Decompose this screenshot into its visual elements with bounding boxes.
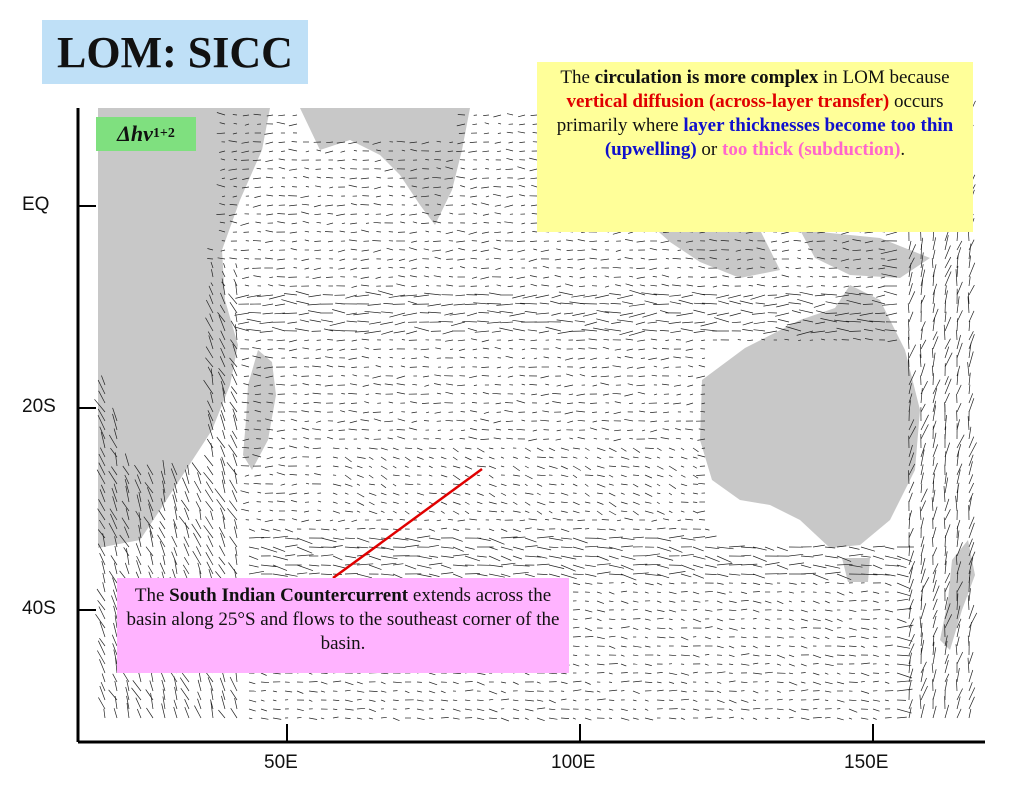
land-africa — [98, 108, 270, 548]
note-upwelling: layer thicknesses become too thin (upwel… — [604, 115, 954, 160]
sicc-text-3: extends across the basin along 25°S and … — [126, 585, 560, 654]
land-new-guinea — [800, 230, 930, 278]
land-australia — [700, 285, 920, 548]
note-text-2: circulation is more complex — [594, 67, 819, 88]
formula-sub: 1+2 — [152, 126, 175, 141]
sicc-pointer-line — [332, 467, 483, 580]
note-subduction: too thick (subduction) — [722, 139, 901, 160]
note-text-9: . — [900, 139, 906, 160]
note-text-3: in LOM because — [818, 67, 950, 88]
formula-var: hv — [130, 121, 153, 146]
formula-delta: Δ — [117, 121, 131, 146]
sicc-name: South Indian Countercurrent — [169, 585, 409, 606]
circulation-note: The circulation is more complex in LOM b… — [537, 62, 973, 232]
y-tick-label-40s: 40S — [22, 598, 56, 619]
land-arabia-india — [300, 108, 470, 225]
sicc-text-1: The — [134, 585, 170, 606]
x-tick-label-150e: 150E — [844, 752, 889, 773]
sicc-callout: The South Indian Countercurrent extends … — [117, 578, 569, 673]
x-tick-label-50e: 50E — [264, 752, 298, 773]
x-tick-label-100e: 100E — [551, 752, 596, 773]
note-text-7: or — [696, 139, 722, 160]
slide-title: LOM: SICC — [42, 20, 308, 84]
note-vertical-diffusion: vertical diffusion (across-layer transfe… — [566, 91, 890, 112]
note-text-1: The — [560, 67, 595, 88]
y-tick-label-20s: 20S — [22, 396, 56, 417]
note-text-5: occurs primarily where — [556, 91, 944, 136]
land-madagascar — [243, 350, 276, 470]
land-tasmania — [842, 558, 870, 582]
y-tick-label-eq: EQ — [22, 194, 50, 215]
